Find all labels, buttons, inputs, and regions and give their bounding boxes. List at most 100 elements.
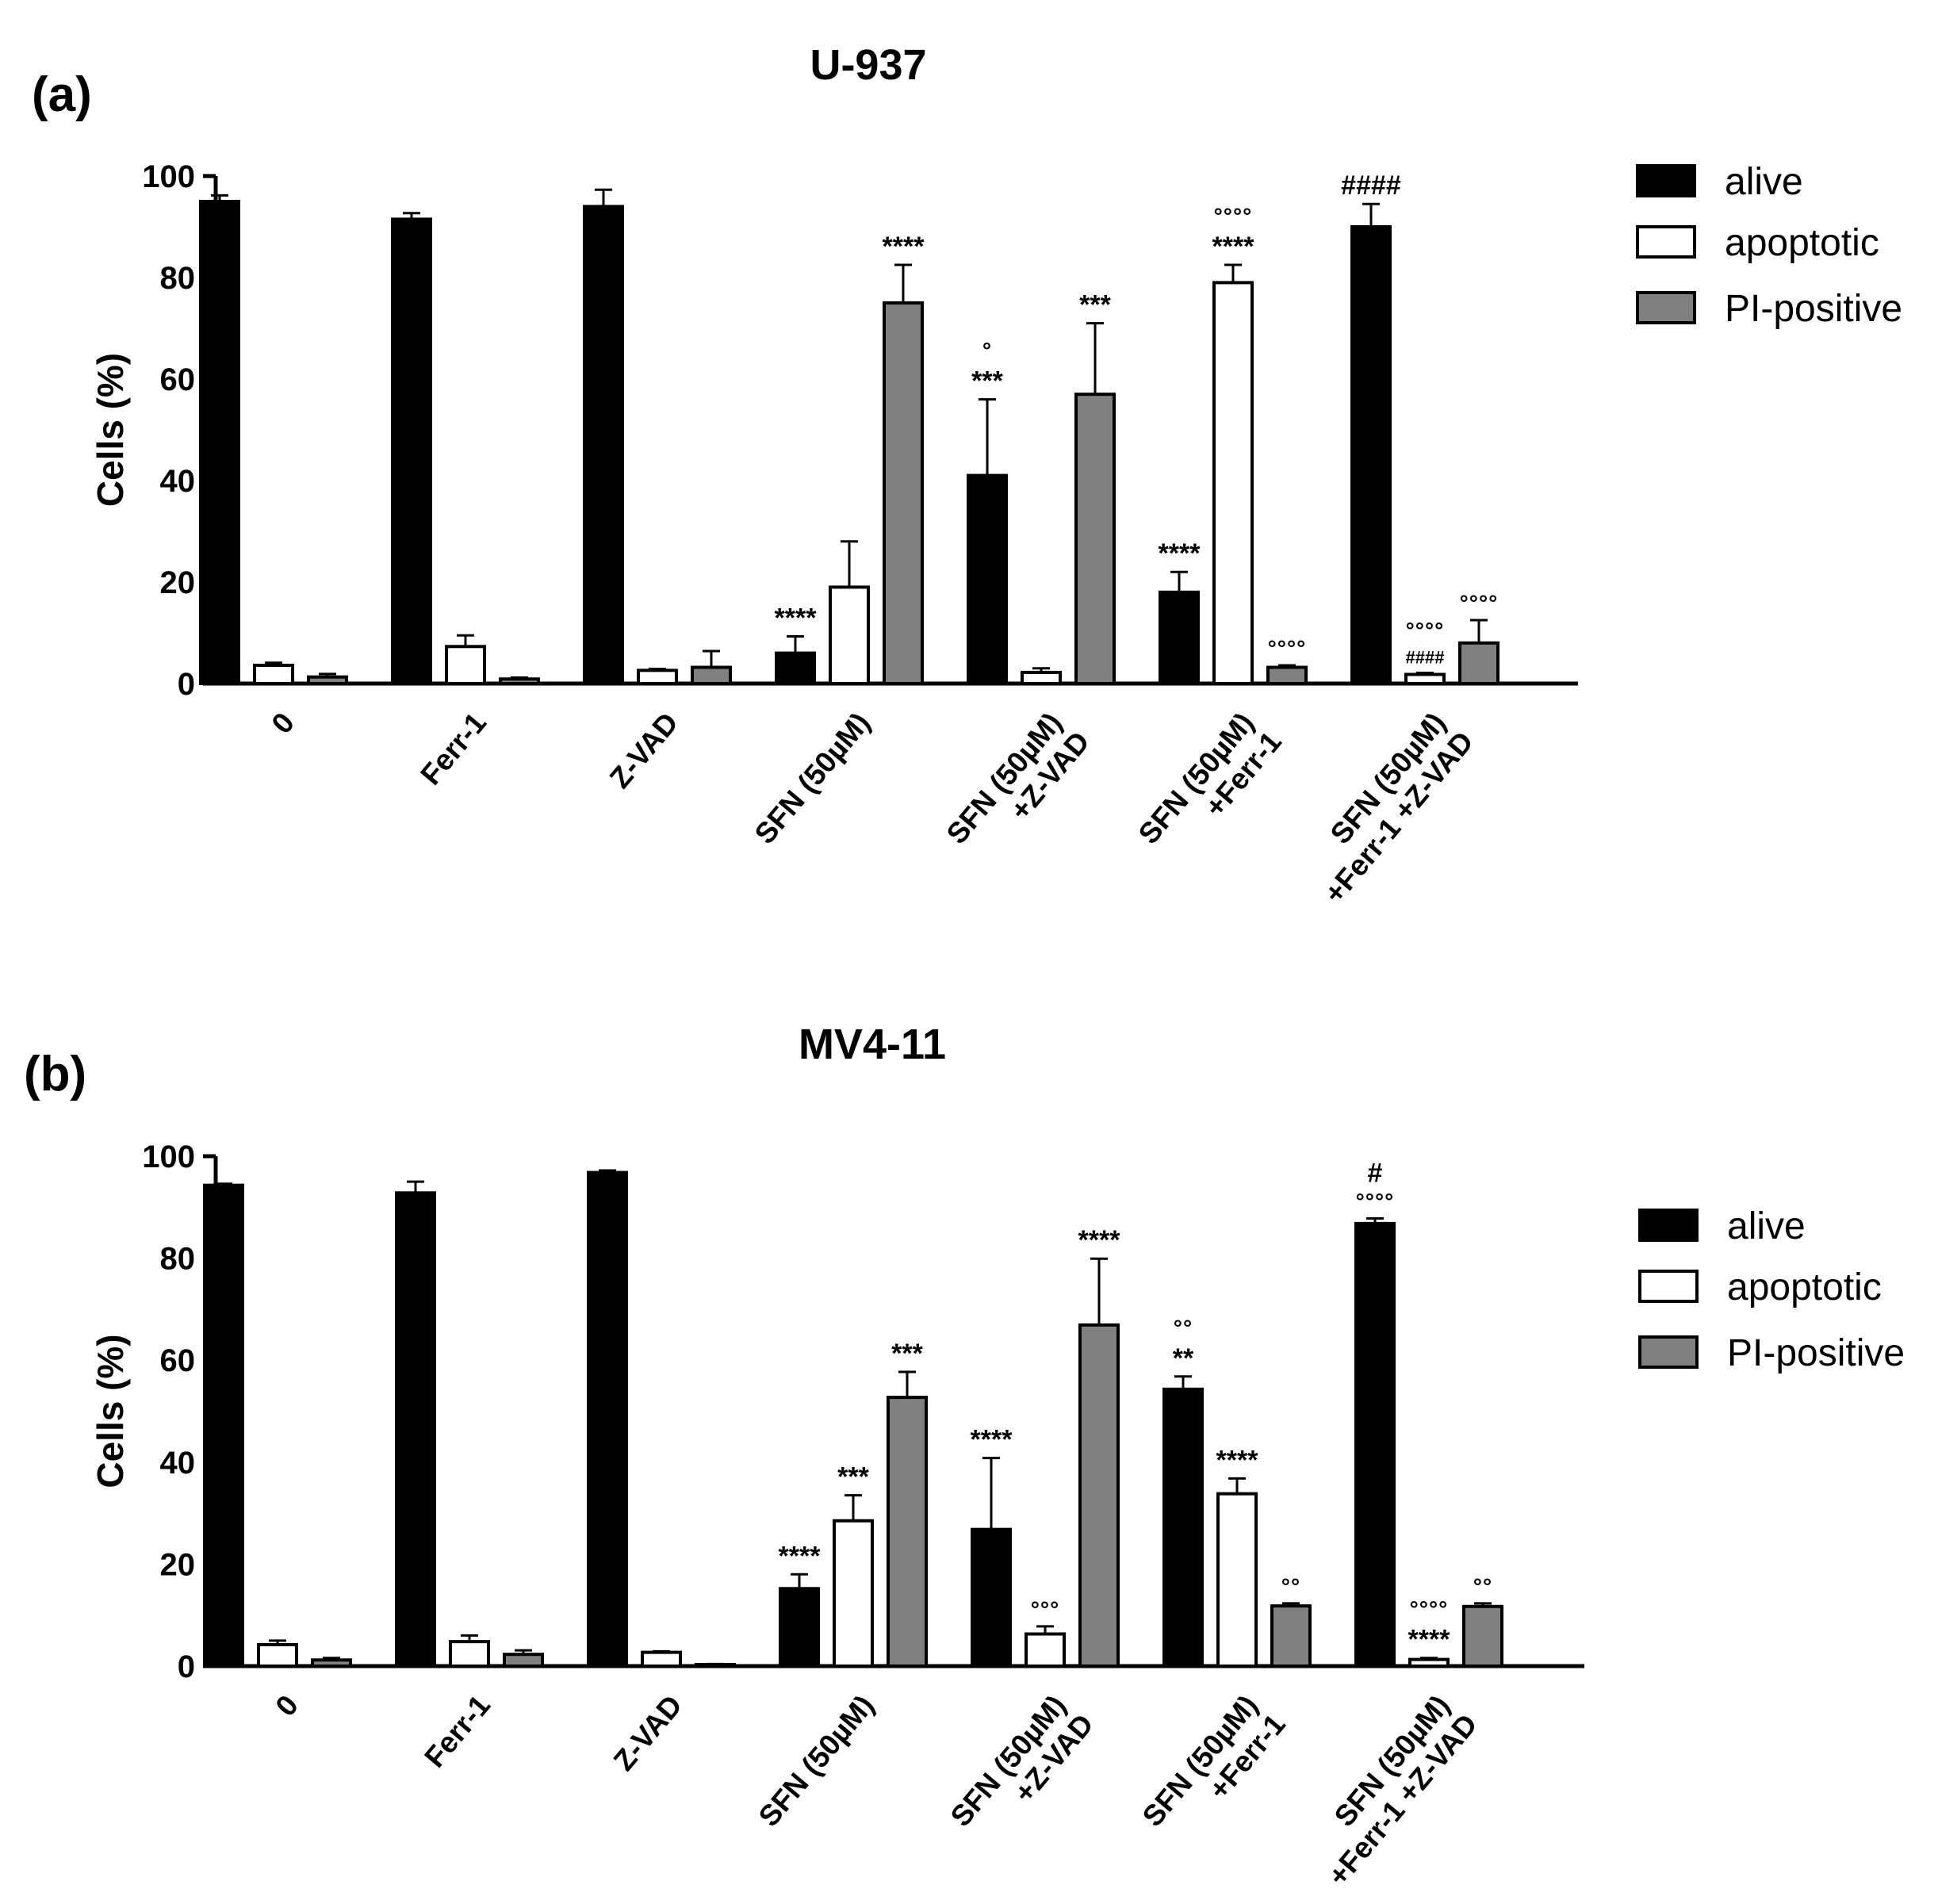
x-tick-label-line: SFN (50µM) [749, 707, 876, 850]
y-axis-label: Cells (%) [90, 353, 131, 507]
x-tick-label: SFN (50µM)+Z-VAD [940, 704, 1096, 872]
bar-alive [203, 1183, 244, 1668]
significance-annotation: #### [1406, 648, 1445, 668]
significance-annotation: °°° [1031, 1597, 1060, 1622]
x-tick-label-line: Ferr-1 [418, 1689, 496, 1774]
x-tick-label-line: 0 [265, 707, 301, 740]
bar-pi-positive [1074, 393, 1116, 685]
significance-annotation: **** [971, 1425, 1013, 1455]
x-tick-label: SFN (50µM)+Ferr-1 +Z-VAD [1293, 704, 1480, 910]
y-tick-label: 0 [178, 667, 195, 702]
significance-annotation: **** [775, 603, 818, 633]
x-tick-label: Ferr-1 [418, 1689, 496, 1774]
bar-pi-positive [311, 1658, 352, 1668]
significance-annotation: °° [1174, 1316, 1193, 1340]
x-tick-label: 0 [265, 707, 301, 740]
x-tick-label: Z-VAD [603, 707, 684, 795]
chart-panel-b: (b) MV4-11 Cells (%) 0 20 40 60 80 100 0 Ferr-1 Z-V… [24, 1021, 1905, 1892]
bar-pi-positive [887, 1396, 928, 1668]
significance-annotation: °°°° [1460, 591, 1499, 615]
bar-pi-positive [307, 675, 348, 685]
x-tick-label: SFN (50µM)+Ferr-1 [1136, 1687, 1292, 1854]
x-tick-label-line: Z-VAD [603, 707, 684, 795]
bar-pi-positive [1458, 641, 1499, 685]
bar-pi-positive [695, 1663, 736, 1668]
x-tick-label: SFN (50µM) [749, 707, 876, 850]
bar-alive [1350, 225, 1392, 685]
panel-label: (b) [24, 1047, 86, 1101]
bar-alive [1354, 1221, 1396, 1668]
significance-annotation: **** [1212, 232, 1255, 262]
bar-apoptotic [1025, 1632, 1066, 1668]
legend-label: apoptotic [1725, 222, 1879, 264]
legend-swatch [1638, 1209, 1699, 1242]
bar-apoptotic [1212, 281, 1254, 685]
bar-alive [779, 1587, 820, 1668]
bar-alive [587, 1170, 628, 1668]
significance-annotation: *** [1079, 290, 1111, 320]
legend-swatch [1636, 164, 1696, 197]
significance-annotation: #### [1341, 170, 1401, 201]
bar-pi-positive [499, 677, 540, 685]
significance-annotation: *** [891, 1339, 923, 1369]
y-tick-label: 100 [142, 159, 195, 194]
y-tick-label: 80 [160, 1242, 196, 1277]
x-tick-label: SFN (50µM) [753, 1689, 880, 1833]
bar-apoptotic [1404, 672, 1446, 685]
bar-alive [775, 651, 816, 685]
chart-panel-a: (a) U-937 Cells (%) 0 20 40 60 80 100 0 Ferr-1 Z-VA… [32, 41, 1902, 910]
legend-swatch [1636, 225, 1696, 259]
x-tick-label: 0 [269, 1689, 304, 1722]
bar-apoptotic [1408, 1657, 1450, 1668]
bar-apoptotic [641, 1650, 682, 1668]
bar-pi-positive [1266, 665, 1308, 686]
significance-annotation: # [1368, 1158, 1383, 1188]
x-tick-label-line: SFN (50µM) [753, 1689, 880, 1833]
bar-apoptotic [833, 1519, 874, 1668]
bar-apoptotic [637, 669, 678, 685]
y-tick-label: 40 [160, 464, 196, 499]
y-tick-label: 0 [178, 1649, 195, 1684]
y-tick-label: 60 [160, 1343, 196, 1378]
y-axis-label: Cells (%) [90, 1334, 131, 1488]
bar-apoptotic [829, 585, 870, 686]
y-tick-label: 40 [160, 1446, 196, 1481]
significance-annotation: **** [779, 1541, 822, 1571]
bar-apoptotic [445, 645, 486, 686]
x-tick-label: SFN (50µM)+Z-VAD [944, 1687, 1100, 1854]
bar-apoptotic [257, 1642, 298, 1668]
bar-alive [395, 1191, 436, 1668]
bar-alive [583, 205, 624, 685]
legend-label: PI-positive [1725, 288, 1902, 330]
legend-label: apoptotic [1727, 1266, 1882, 1308]
legend-swatch [1636, 291, 1696, 324]
significance-annotation: ** [1173, 1343, 1194, 1373]
significance-annotation: °°°° [1410, 1597, 1449, 1622]
significance-annotation: **** [1216, 1445, 1259, 1475]
bar-apoptotic [449, 1640, 490, 1668]
bar-pi-positive [1462, 1604, 1503, 1668]
significance-annotation: °°°° [1406, 619, 1445, 643]
bar-apoptotic [1021, 670, 1062, 685]
bar-alive [391, 217, 432, 685]
bar-pi-positive [1270, 1604, 1312, 1668]
bar-pi-positive [883, 301, 924, 685]
significance-annotation: **** [883, 232, 925, 262]
bar-alive [971, 1527, 1012, 1668]
legend-label: alive [1725, 161, 1803, 203]
significance-annotation: **** [1408, 1625, 1451, 1655]
x-tick-label-line: Z-VAD [607, 1689, 688, 1777]
bar-alive [1162, 1387, 1204, 1668]
x-tick-label-line: Ferr-1 [414, 707, 492, 791]
bar-alive [199, 200, 240, 685]
x-tick-label: Z-VAD [607, 1689, 688, 1777]
legend-swatch [1638, 1270, 1699, 1303]
significance-annotation: *** [971, 366, 1003, 397]
x-tick-label-line: 0 [269, 1689, 304, 1722]
chart-title: U-937 [810, 41, 926, 89]
significance-annotation: ° [982, 339, 992, 363]
y-tick-label: 20 [160, 565, 196, 600]
significance-annotation: °° [1473, 1574, 1492, 1599]
significance-annotation: *** [837, 1462, 869, 1492]
